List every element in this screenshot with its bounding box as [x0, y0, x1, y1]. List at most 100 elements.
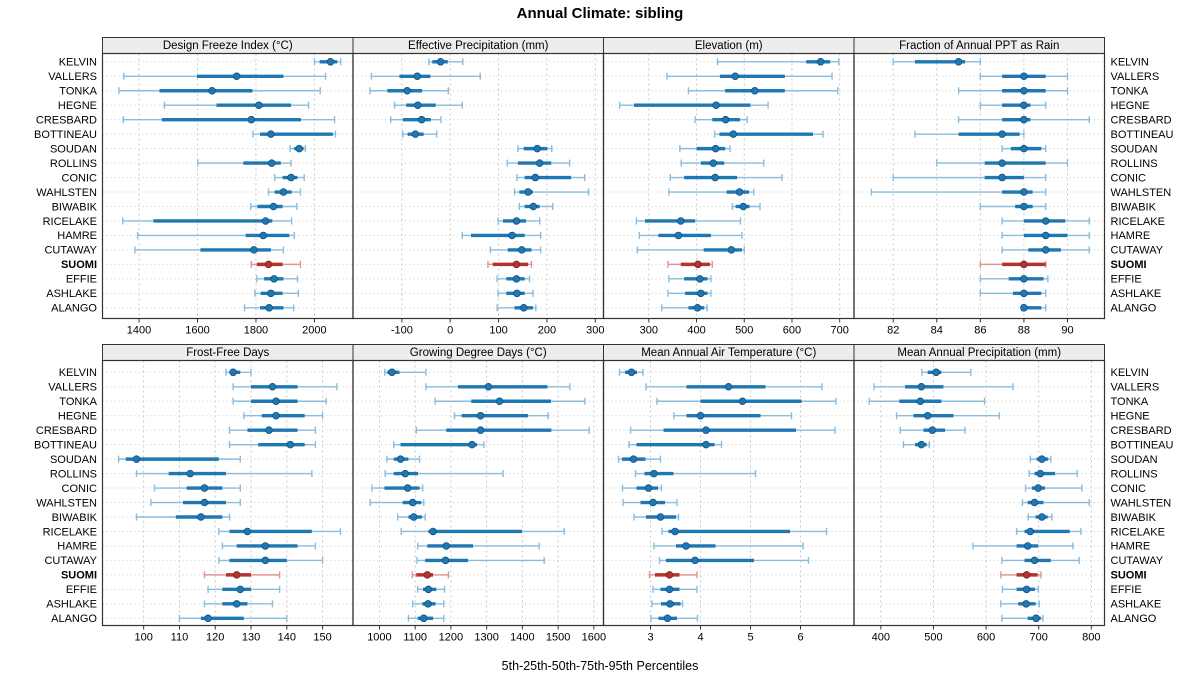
site-label-left: WAHLSTEN [36, 497, 97, 509]
axis-tick-label: 82 [887, 325, 899, 337]
axis-tick-label: 800 [1082, 632, 1100, 644]
site-row-wahlsten [668, 188, 755, 196]
site-row-bottineau [713, 130, 824, 138]
axis-tick-label: 110 [171, 632, 189, 644]
panel-mean-annual-precipitation-mm: Mean Annual Precipitation (mm) 400 500 600 7… [853, 344, 1174, 644]
median-dot [524, 188, 532, 196]
median-dot [200, 484, 209, 492]
site-label-right: HEGNE [1111, 100, 1150, 112]
site-row-bottineau [228, 440, 317, 449]
site-row-rollins [1028, 469, 1078, 478]
site-label-left: KELVIN [59, 367, 97, 379]
site-row-hegne [673, 411, 793, 420]
median-dot [529, 202, 538, 211]
median-dot [287, 173, 295, 182]
median-dot [731, 72, 739, 81]
median-dot [1020, 202, 1028, 211]
median-dot [1034, 484, 1042, 492]
site-row-tonka [369, 86, 449, 95]
site-row-wahlsten [369, 498, 425, 507]
strip-title: Mean Annual Precipitation (mm) [897, 347, 1061, 359]
median-dot [711, 173, 719, 182]
site-row-effie [496, 275, 531, 283]
site-row-suomi [411, 571, 450, 579]
site-label-right: CONIC [1111, 172, 1147, 184]
median-dot [424, 600, 432, 608]
axis-tick-label: 1200 [439, 632, 463, 644]
median-dot [1020, 86, 1028, 95]
site-row-conic [669, 173, 783, 182]
site-label-right: SUOMI [1111, 570, 1147, 582]
site-label-left: HAMRE [57, 230, 97, 242]
median-dot [1020, 289, 1028, 298]
axis-tick-label: 200 [538, 325, 556, 337]
site-label-right: BIWABIK [1111, 512, 1157, 524]
site-label-right: WAHLSTEN [1111, 497, 1172, 509]
median-dot [265, 426, 273, 434]
site-row-cresbard [122, 115, 336, 124]
site-label-left: BIWABIK [52, 512, 98, 524]
site-row-effie [256, 275, 299, 283]
median-dot [656, 513, 665, 521]
site-row-ricelake [1001, 217, 1090, 225]
site-row-rollins [634, 469, 757, 478]
site-row-alango [178, 614, 288, 623]
panel-frost-free-days: Frost-Free Days 100 110 120 130 140 150 KELVIN V… [34, 344, 354, 644]
site-row-alango [243, 304, 295, 312]
panel-border [101, 359, 354, 627]
median-dot [916, 397, 925, 405]
site-label-left: EFFIE [66, 584, 97, 596]
axis-tick-label: 88 [1018, 325, 1030, 337]
site-label-left: CONIC [62, 483, 98, 495]
median-dot [495, 397, 504, 405]
site-row-biwabik [1027, 513, 1053, 521]
median-dot [247, 115, 256, 124]
axis-tick-label: 3 [647, 632, 653, 644]
median-dot [250, 246, 258, 254]
median-dot [326, 58, 335, 66]
site-label-right: BIWABIK [1111, 201, 1157, 213]
median-dot [1023, 542, 1032, 550]
median-dot [665, 571, 674, 579]
site-row-tonka [687, 86, 839, 95]
site-row-conic [273, 173, 305, 182]
median-dot [236, 585, 245, 594]
percentile-caption: 5th-25th-50th-75th-95th Percentiles [501, 659, 699, 673]
median-dot [484, 383, 493, 391]
axis-tick-label: 130 [242, 632, 260, 644]
site-row-suomi [487, 260, 533, 269]
axis-tick-label: 100 [134, 632, 152, 644]
median-dot [232, 600, 241, 608]
site-row-cresbard [629, 426, 836, 434]
site-row-suomi [667, 260, 713, 269]
site-row-conic [621, 484, 663, 492]
site-row-rollins [135, 469, 313, 478]
site-row-ashlake [203, 600, 274, 608]
site-label-right: RICELAKE [1111, 216, 1165, 228]
median-dot [531, 173, 540, 182]
axis-tick-label: 300 [586, 325, 604, 337]
site-label-right: EFFIE [1111, 274, 1142, 286]
site-row-hamre [1001, 231, 1090, 240]
site-row-cresbard [390, 115, 442, 124]
site-row-effie [416, 585, 446, 594]
site-row-soudan [117, 455, 241, 463]
median-dot [261, 542, 270, 550]
axis-tick-label: 0 [447, 325, 453, 337]
site-label-right: TONKA [1111, 396, 1149, 408]
median-dot [691, 556, 699, 565]
median-dot [267, 130, 275, 138]
site-row-biwabik [731, 202, 761, 211]
median-dot [286, 440, 295, 449]
site-row-vallers [425, 383, 571, 391]
median-dot [272, 411, 280, 420]
median-dot [512, 260, 521, 269]
axis-tick-label: -100 [391, 325, 413, 337]
site-row-ricelake [1015, 527, 1082, 536]
median-dot [518, 246, 526, 254]
site-row-alango [1001, 614, 1044, 623]
median-dot [729, 130, 738, 138]
axis-tick-label: 1600 [582, 632, 606, 644]
median-dot [1038, 455, 1046, 463]
site-row-rollins [506, 159, 571, 167]
